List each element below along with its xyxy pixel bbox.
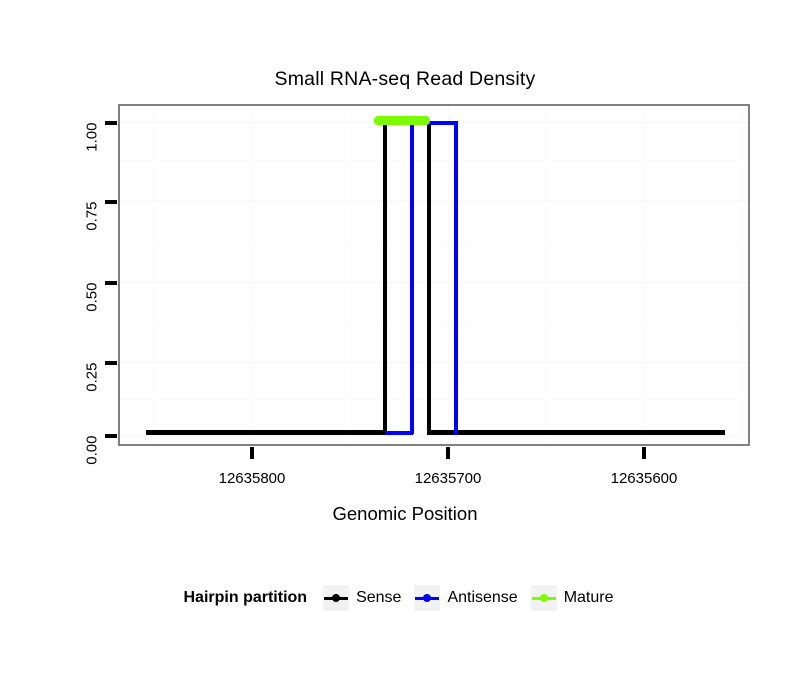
y-tick-mark-0.75 — [105, 200, 117, 204]
legend-key-sense — [323, 585, 350, 611]
gridline-x-12635700 — [448, 106, 450, 444]
antisense-peak-top — [410, 121, 458, 125]
y-tick-mark-1.00 — [105, 121, 117, 125]
legend-title: Hairpin partition — [183, 589, 308, 606]
antisense-falling-edge — [454, 122, 458, 434]
y-tick-label-0.50: 0.50 — [83, 282, 101, 312]
x-axis-title: Genomic Position — [332, 503, 478, 524]
sense-rising-edge — [383, 122, 387, 435]
legend-label-antisense: Antisense — [447, 589, 518, 606]
legend-item-mature[interactable]: Mature — [530, 585, 614, 611]
x-tick-mark-12635700 — [446, 447, 450, 459]
antisense-baseline-right — [454, 431, 458, 435]
x-tick-mark-12635600 — [642, 447, 646, 459]
x-tick-label-12635700: 12635700 — [414, 470, 482, 487]
gridline-y-minor-0.375 — [120, 321, 748, 323]
gridline-x-minor-12635850 — [154, 106, 156, 444]
legend-key-antisense — [414, 585, 441, 611]
y-tick-mark-0.00 — [105, 434, 117, 438]
legend-label-mature: Mature — [563, 589, 614, 606]
gridline-y-0.25 — [120, 361, 748, 364]
gridline-x-minor-12635650 — [546, 106, 548, 444]
legend-item-antisense[interactable]: Antisense — [414, 585, 518, 611]
x-tick-label-12635600: 12635600 — [610, 470, 678, 487]
legend: Hairpin partition Sense Antisense Mature — [0, 585, 810, 611]
sense-baseline-left — [146, 430, 385, 435]
antisense-baseline-left — [385, 431, 413, 435]
x-tick-mark-12635800 — [250, 447, 254, 459]
gridline-y-0.75 — [120, 200, 748, 203]
legend-key-mature — [530, 585, 557, 611]
y-tick-label-1.00: 1.00 — [83, 122, 101, 152]
chart-title: Small RNA-seq Read Density — [274, 68, 536, 90]
legend-label-sense: Sense — [356, 589, 402, 606]
antisense-rising-edge — [410, 122, 414, 434]
legend-point-mature — [539, 594, 548, 602]
y-tick-label-0.75: 0.75 — [83, 201, 101, 231]
sense-falling-edge — [427, 122, 431, 435]
gridline-x-12635600 — [644, 106, 646, 444]
y-tick-mark-0.25 — [105, 361, 117, 365]
legend-item-sense[interactable]: Sense — [323, 585, 401, 611]
gridline-y-minor-0.625 — [120, 241, 748, 243]
legend-point-sense — [332, 594, 341, 602]
gridline-x-minor-12635750 — [350, 106, 352, 444]
y-tick-label-0.00: 0.00 — [83, 435, 101, 465]
gridline-y-minor-0.125 — [120, 398, 748, 400]
x-tick-label-12635800: 12635800 — [218, 470, 286, 487]
mature-segment — [374, 116, 430, 125]
gridline-y-0.00 — [120, 434, 748, 437]
gridline-y-minor-0.875 — [120, 160, 748, 162]
gridline-x-12635800 — [252, 106, 254, 444]
y-tick-mark-0.50 — [105, 281, 117, 285]
gridline-x-minor-12635550 — [740, 106, 742, 444]
legend-point-antisense — [423, 594, 432, 602]
plot-panel — [118, 104, 750, 446]
y-tick-label-0.25: 0.25 — [83, 362, 101, 392]
gridline-y-0.50 — [120, 281, 748, 284]
sense-baseline-right — [427, 430, 725, 435]
